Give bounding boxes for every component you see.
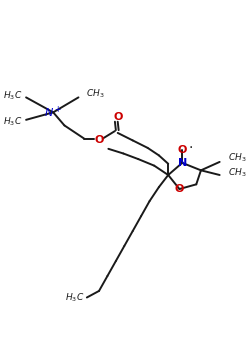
Text: $CH_3$: $CH_3$ (228, 152, 246, 164)
Text: ·: · (188, 141, 193, 155)
Text: O: O (175, 184, 184, 194)
Text: $H_3C$: $H_3C$ (3, 89, 22, 102)
Text: O: O (113, 112, 122, 122)
Text: O: O (94, 135, 104, 145)
Text: $H_3C$: $H_3C$ (3, 116, 22, 128)
Text: $H_3C$: $H_3C$ (65, 291, 84, 304)
Text: $CH_3$: $CH_3$ (228, 167, 246, 180)
Text: $CH_3$: $CH_3$ (86, 88, 104, 100)
Text: $N^+$: $N^+$ (44, 105, 62, 120)
Text: N: N (178, 158, 187, 168)
Text: O: O (178, 145, 187, 155)
